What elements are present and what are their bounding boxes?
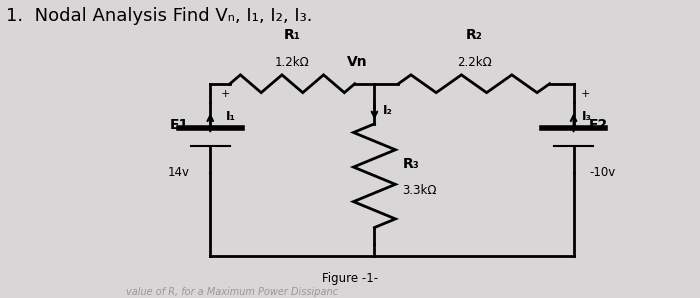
Text: value of R, for a Maximum Power Dissipanc: value of R, for a Maximum Power Dissipan…: [127, 287, 338, 297]
Text: I₃: I₃: [582, 110, 592, 123]
Text: R₃: R₃: [402, 157, 419, 171]
Text: 1.  Nodal Analysis Find Vₙ, I₁, I₂, I₃.: 1. Nodal Analysis Find Vₙ, I₁, I₂, I₃.: [6, 7, 313, 25]
Text: -10v: -10v: [589, 166, 615, 179]
Text: 14v: 14v: [167, 166, 189, 179]
Text: +: +: [580, 89, 590, 99]
Text: I₁: I₁: [225, 110, 236, 123]
Text: 3.3kΩ: 3.3kΩ: [402, 184, 437, 197]
Text: Vn: Vn: [346, 55, 368, 69]
Text: R₁: R₁: [284, 28, 301, 42]
Text: Figure -1-: Figure -1-: [322, 272, 378, 285]
Text: R₂: R₂: [466, 28, 482, 42]
Text: E1: E1: [170, 118, 189, 132]
Text: 2.2kΩ: 2.2kΩ: [456, 56, 491, 69]
Text: E2: E2: [589, 118, 608, 132]
Text: +: +: [220, 89, 230, 99]
Text: 1.2kΩ: 1.2kΩ: [275, 56, 309, 69]
Text: I₂: I₂: [383, 104, 393, 117]
